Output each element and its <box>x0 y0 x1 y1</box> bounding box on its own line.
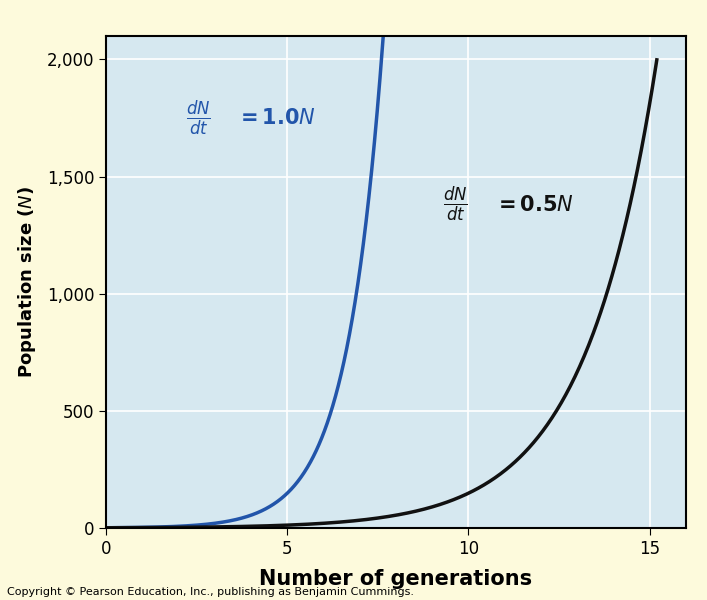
Text: Copyright © Pearson Education, Inc., publishing as Benjamin Cummings.: Copyright © Pearson Education, Inc., pub… <box>7 587 414 597</box>
Text: $\mathit{\frac{dN}{dt}}$: $\mathit{\frac{dN}{dt}}$ <box>186 98 211 137</box>
Text: $\mathit{\frac{dN}{dt}}$: $\mathit{\frac{dN}{dt}}$ <box>443 185 468 224</box>
Y-axis label: Population size ($\mathit{N}$): Population size ($\mathit{N}$) <box>16 186 38 378</box>
X-axis label: Number of generations: Number of generations <box>259 569 532 589</box>
Text: $\mathbf{=0.5}$$\mathit{N}$: $\mathbf{=0.5}$$\mathit{N}$ <box>493 194 573 215</box>
Text: $\mathbf{=1.0}$$\mathit{N}$: $\mathbf{=1.0}$$\mathit{N}$ <box>237 108 316 128</box>
